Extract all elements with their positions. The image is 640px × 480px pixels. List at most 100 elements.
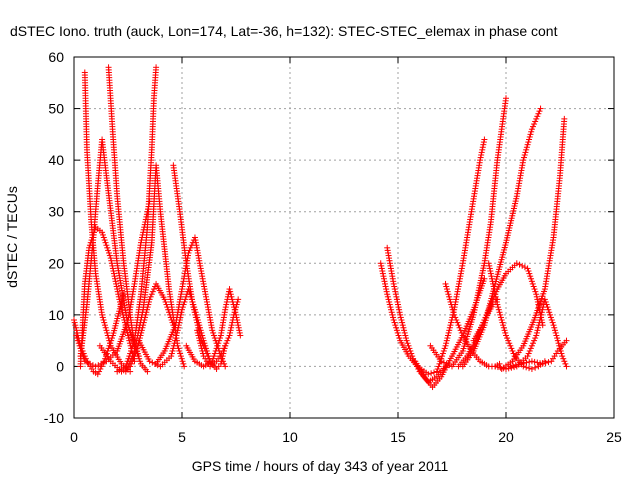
data-point-interp <box>525 139 532 146</box>
data-point-interp <box>436 360 443 367</box>
data-point-interp <box>502 329 509 336</box>
data-point-interp <box>123 366 130 373</box>
data-point-interp <box>215 340 222 347</box>
data-point-interp <box>96 368 103 375</box>
data-point-interp <box>79 350 86 357</box>
data-point-interp <box>187 244 194 251</box>
data-point-interp <box>107 340 113 347</box>
data-point-interp <box>528 128 535 135</box>
data-point <box>116 296 123 303</box>
data-point-interp <box>100 317 107 324</box>
data-point-interp <box>535 324 542 331</box>
data-point-interp <box>530 283 537 290</box>
data-point-interp <box>389 311 396 318</box>
data-point-interp <box>182 257 189 264</box>
data-point-interp <box>495 304 502 311</box>
data-point-interp <box>149 359 156 366</box>
data-point-interp <box>516 261 523 268</box>
data-point-interp <box>447 298 454 305</box>
data-point-interp <box>177 353 184 360</box>
data-point <box>125 332 131 339</box>
data-point-interp <box>436 375 443 382</box>
y-tick-label: 20 <box>48 255 64 271</box>
data-point-interp <box>395 332 402 339</box>
data-point-interp <box>113 280 120 287</box>
data-point-interp <box>216 337 223 344</box>
data-point-interp <box>228 322 235 329</box>
data-point-interp <box>480 139 487 146</box>
data-point-interp <box>490 280 497 287</box>
data-point-interp <box>538 311 545 318</box>
data-point-interp <box>233 304 239 311</box>
data-point <box>442 280 449 287</box>
data-point-interp <box>493 298 500 305</box>
data-point-interp <box>529 280 536 287</box>
data-point-interp <box>531 337 538 344</box>
data-point-interp <box>531 286 538 293</box>
data-point-interp <box>542 359 549 366</box>
data-point-interp <box>149 288 156 295</box>
data-point-interp <box>521 154 527 161</box>
data-point-interp <box>480 324 487 331</box>
data-point-interp <box>213 345 220 352</box>
data-point-interp <box>526 133 533 140</box>
data-point <box>541 296 548 303</box>
data-point-interp <box>510 350 517 357</box>
data-point-interp <box>194 322 201 329</box>
data-point-interp <box>553 350 560 357</box>
data-point <box>384 291 391 298</box>
data-point-interp <box>452 314 459 321</box>
data-point-interp <box>210 332 217 339</box>
data-point <box>222 363 229 370</box>
data-point-interp <box>88 366 95 373</box>
data-point-interp <box>115 291 122 298</box>
data-point-interp <box>498 317 505 324</box>
data-point-interp <box>477 154 484 161</box>
data-point-interp <box>394 298 401 305</box>
data-point-interp <box>535 110 542 117</box>
data-point-interp <box>92 268 99 275</box>
data-point-interp <box>527 131 534 138</box>
data-point-interp <box>391 319 398 326</box>
data-point-interp <box>547 314 554 321</box>
data-point-interp <box>208 324 215 331</box>
data-point-interp <box>379 270 386 277</box>
data-point-interp <box>76 342 83 349</box>
data-point-interp <box>234 298 241 305</box>
data-point-interp <box>544 304 551 311</box>
data-point-interp <box>561 118 568 125</box>
data-point-interp <box>108 260 115 267</box>
data-point-interp <box>494 364 501 371</box>
data-point-interp <box>229 296 236 303</box>
data-point-interp <box>160 294 167 301</box>
data-point-interp <box>456 324 463 331</box>
data-point-interp <box>450 309 457 316</box>
data-point-interp <box>100 234 107 241</box>
data-point-interp <box>458 350 465 357</box>
data-point-interp <box>536 317 543 324</box>
data-point-interp <box>501 272 508 279</box>
x-tick-label: 10 <box>282 429 298 445</box>
data-point-interp <box>520 360 527 367</box>
data-point <box>107 255 114 262</box>
data-point <box>537 105 544 112</box>
data-point-interp <box>435 363 442 370</box>
data-point-interp <box>128 355 135 362</box>
data-point-interp <box>469 350 476 357</box>
data-point-interp <box>491 286 498 293</box>
data-point-interp <box>189 298 196 305</box>
data-point-interp <box>211 335 218 342</box>
data-point-interp <box>231 309 238 316</box>
data-point-interp <box>536 108 543 115</box>
data-point-interp <box>448 319 455 326</box>
data-point-interp <box>393 293 400 300</box>
data-point-interp <box>448 301 455 308</box>
data-point-interp <box>490 283 497 290</box>
data-point-interp <box>172 335 179 342</box>
data-point-interp <box>127 358 134 365</box>
data-point-interp <box>383 286 390 293</box>
data-point <box>181 363 188 370</box>
data-point-interp <box>524 141 531 148</box>
data-point-interp <box>534 296 541 303</box>
data-point-interp <box>501 327 508 334</box>
